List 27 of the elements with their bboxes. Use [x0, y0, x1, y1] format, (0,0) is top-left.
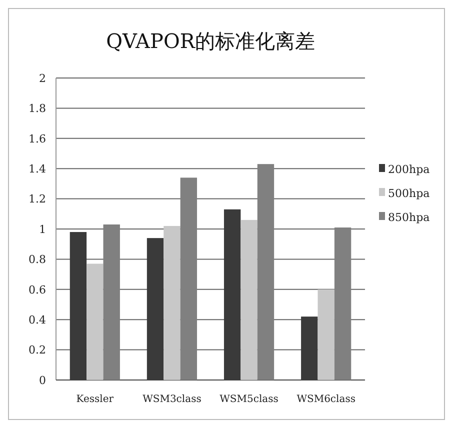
y-tick-label: 1.8 — [28, 102, 46, 116]
x-tick-label: WSM3class — [142, 394, 202, 405]
bar — [257, 164, 274, 380]
legend-label: 850hpa — [388, 210, 430, 224]
x-tick-label: WSM5class — [220, 394, 278, 405]
y-tick-label: 0.6 — [28, 283, 46, 296]
legend-label: 200hpa — [388, 162, 430, 176]
bar — [103, 224, 120, 380]
y-tick-label: 1.2 — [28, 192, 46, 206]
y-tick-label: 0.2 — [28, 344, 46, 357]
y-tick-label: 2 — [39, 72, 46, 85]
bar — [240, 220, 258, 380]
chart-title: QVAPOR的标准化离差 — [106, 29, 315, 53]
bar — [86, 264, 104, 380]
x-tick-label: Kessler — [76, 394, 114, 405]
bar — [180, 178, 198, 380]
y-tick-label: 0 — [39, 374, 46, 387]
x-tick-label: WSM6class — [296, 394, 356, 405]
legend-label: 500hpa — [388, 186, 430, 200]
y-tick-label: 0.4 — [28, 313, 46, 326]
bar — [164, 226, 180, 380]
y-tick-label: 1 — [39, 222, 46, 236]
y-tick-label: 0.8 — [28, 253, 46, 266]
bar — [318, 289, 334, 380]
bar — [334, 227, 352, 380]
y-tick-label: 1.6 — [28, 132, 46, 146]
y-tick-label: 1.4 — [28, 162, 46, 176]
